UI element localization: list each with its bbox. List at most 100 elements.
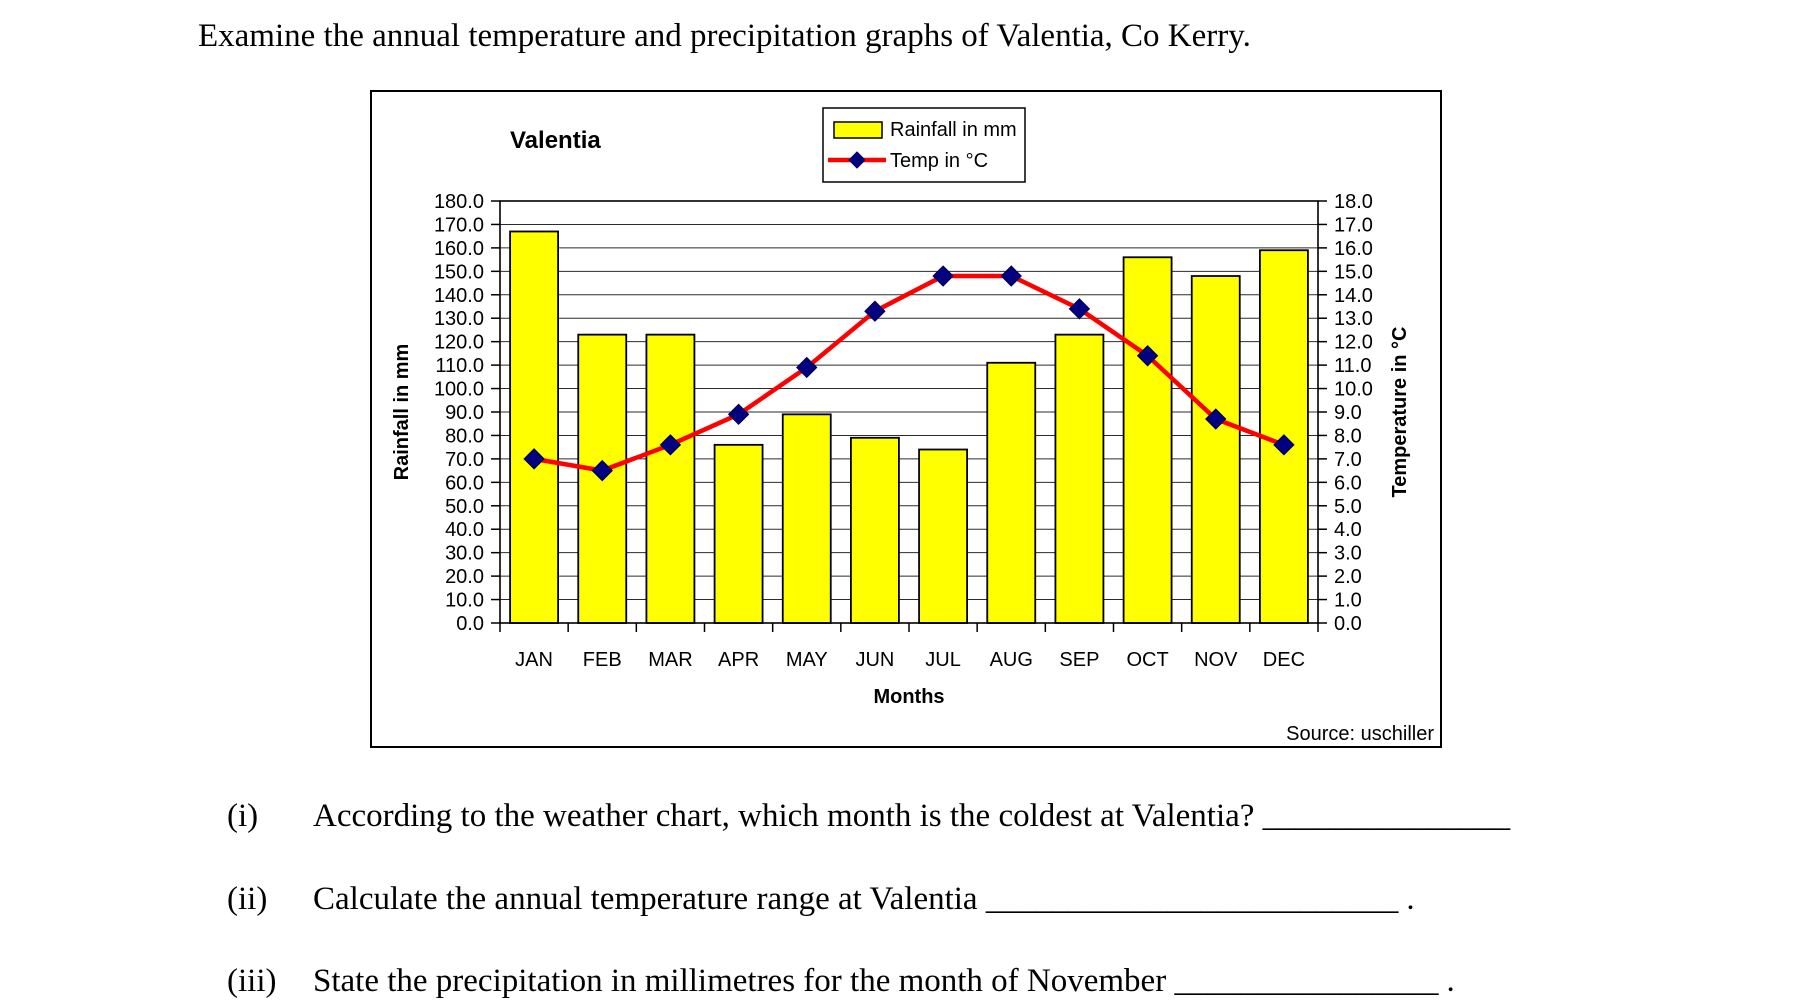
month-label-JAN: JAN <box>515 649 553 671</box>
legend: Rainfall in mm Temp in °C <box>822 107 1026 183</box>
right-tick-label: 14.0 <box>1334 285 1373 307</box>
temp-marker-DEC <box>1273 434 1295 456</box>
left-tick-label: 80.0 <box>445 425 484 447</box>
right-tick-label: 17.0 <box>1334 214 1373 236</box>
left-tick-label: 0.0 <box>456 613 484 635</box>
right-tick-label: 13.0 <box>1334 308 1373 330</box>
rainfall-bar-APR <box>713 443 764 624</box>
rainfall-bars <box>509 230 1309 624</box>
right-tick-label: 18.0 <box>1334 191 1373 213</box>
right-tick-label: 2.0 <box>1334 566 1362 588</box>
month-label-MAY: MAY <box>786 649 828 671</box>
temp-marker-JUN <box>864 300 886 322</box>
question-i: (i) According to the weather chart, which… <box>227 798 1518 835</box>
temp-marker-AUG <box>1000 265 1022 287</box>
rainfall-bar-OCT <box>1122 256 1173 624</box>
question-i-answer-blank: _______________ <box>1262 798 1511 834</box>
rainfall-bar-MAR <box>645 333 696 624</box>
month-label-MAR: MAR <box>648 649 692 671</box>
left-tick-label: 100.0 <box>434 379 484 401</box>
left-tick-label: 50.0 <box>445 496 484 518</box>
right-tick-label: 0.0 <box>1334 613 1362 635</box>
question-iii-suffix: . <box>1446 963 1455 999</box>
question-i-text: According to the weather chart, which mo… <box>313 798 1255 834</box>
weather-chart-frame: 0.0 10.0 20.0 30.0 40.0 50.0 60.0 70.0 80.0 90.0 1… <box>370 90 1442 748</box>
temp-marker-SEP <box>1068 298 1091 320</box>
month-label-SEP: SEP <box>1059 649 1099 671</box>
rainfall-bar-NOV <box>1190 275 1241 624</box>
question-i-number: (i) <box>227 798 259 834</box>
question-iii-number: (iii) <box>227 963 277 999</box>
month-label-JUN: JUN <box>855 649 894 671</box>
left-tick-label: 30.0 <box>445 543 484 565</box>
question-ii-number: (ii) <box>227 881 268 917</box>
question-iii: (iii) State the precipitation in millimet… <box>227 963 1455 1000</box>
temp-marker-NOV <box>1205 408 1227 430</box>
month-label-JUL: JUL <box>925 649 961 671</box>
left-tick-label: 60.0 <box>445 472 484 494</box>
right-tick-label: 4.0 <box>1334 519 1362 541</box>
question-iii-text: State the precipitation in millimetres f… <box>313 963 1167 999</box>
left-tick-label: 120.0 <box>434 332 484 354</box>
rainfall-bar-JAN <box>509 230 559 624</box>
left-tick-label: 40.0 <box>445 519 484 541</box>
left-tick-label: 180.0 <box>434 191 484 213</box>
left-tick-label: 20.0 <box>445 566 484 588</box>
left-tick-label: 110.0 <box>435 355 484 377</box>
temp-marker-MAY <box>796 356 818 379</box>
chart-title: Valentia <box>510 127 601 154</box>
left-tick-label: 10.0 <box>445 590 484 612</box>
right-tick-label: 8.0 <box>1334 425 1362 447</box>
right-tick-label: 15.0 <box>1334 261 1373 283</box>
question-ii-suffix: . <box>1406 881 1415 917</box>
legend-rainfall-label: Rainfall in mm <box>890 119 1017 141</box>
left-axis-title: Rainfall in mm <box>391 344 413 481</box>
right-tick-label: 7.0 <box>1334 449 1362 471</box>
temp-marker-APR <box>727 403 750 426</box>
right-tick-label: 11.0 <box>1334 355 1371 377</box>
axes: 0.010.020.030.040.050.060.070.080.090.01… <box>434 191 1373 671</box>
page-instruction: Examine the annual temperature and preci… <box>198 18 1251 54</box>
temp-marker-FEB <box>591 459 613 482</box>
right-tick-label: 16.0 <box>1334 238 1373 260</box>
source-caption: Source: uschiller <box>1286 723 1434 745</box>
temp-line-series <box>523 265 1295 482</box>
legend-border <box>822 107 1026 183</box>
rainfall-bar-JUL <box>918 448 968 624</box>
right-tick-label: 9.0 <box>1334 402 1362 424</box>
left-tick-label: 70.0 <box>445 449 484 471</box>
right-axis-title: Temperature in °C <box>1389 327 1411 498</box>
rainfall-bar-MAY <box>781 413 832 624</box>
left-tick-label: 160.0 <box>434 238 484 260</box>
month-label-NOV: NOV <box>1194 649 1238 671</box>
temp-marker-JAN <box>523 448 545 470</box>
question-ii-text: Calculate the annual temperature range a… <box>313 881 978 917</box>
month-label-DEC: DEC <box>1263 649 1305 671</box>
right-tick-label: 12.0 <box>1334 332 1373 354</box>
rainfall-bar-JUN <box>850 436 900 624</box>
left-tick-label: 170.0 <box>434 214 484 236</box>
rainfall-bar-AUG <box>986 361 1037 624</box>
left-tick-label: 130.0 <box>434 308 484 330</box>
left-tick-label: 90.0 <box>445 402 484 424</box>
left-tick-label: 150.0 <box>434 261 484 283</box>
right-tick-label: 3.0 <box>1334 543 1362 565</box>
valentia-weather-chart: 0.010.020.030.040.050.060.070.080.090.01… <box>391 107 1434 745</box>
legend-rainfall-swatch <box>833 121 883 139</box>
legend-temp-label: Temp in °C <box>890 150 988 172</box>
temp-marker-JUL <box>932 265 954 287</box>
question-ii-answer-blank: _________________________ <box>985 881 1399 917</box>
month-label-APR: APR <box>718 649 759 671</box>
temp-line <box>531 273 1287 473</box>
month-label-OCT: OCT <box>1126 649 1168 671</box>
x-axis-title: Months <box>873 686 944 708</box>
right-tick-label: 5.0 <box>1334 496 1362 518</box>
temp-marker-OCT <box>1136 345 1159 367</box>
month-label-FEB: FEB <box>583 649 622 671</box>
month-label-AUG: AUG <box>990 649 1033 671</box>
right-tick-label: 10.0 <box>1334 379 1373 401</box>
right-tick-label: 1.0 <box>1334 590 1362 612</box>
right-tick-label: 6.0 <box>1334 472 1362 494</box>
rainfall-bar-SEP <box>1054 333 1105 624</box>
